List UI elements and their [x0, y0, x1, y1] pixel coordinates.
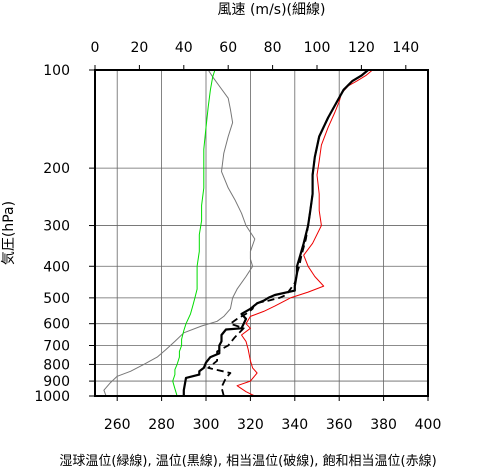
top-tick-label: 120 [348, 40, 375, 56]
bottom-tick-label: 320 [237, 417, 264, 433]
series-layer [103, 69, 373, 397]
top-tick-label: 140 [392, 40, 419, 56]
left-tick-label: 900 [43, 374, 70, 390]
series-line-wind-speed [103, 69, 256, 397]
left-tick-label: 400 [43, 259, 70, 275]
left-tick-label: 300 [43, 219, 70, 235]
bottom-tick-label: 360 [326, 417, 353, 433]
top-tick-label: 0 [91, 40, 100, 56]
tick-marks [89, 65, 429, 401]
left-tick-label: 100 [43, 63, 70, 79]
bottom-axis-label: 湿球温位(緑線), 温位(黒線), 相当温位(破線), 飽和相当温位(赤線) [59, 453, 436, 469]
top-tick-label: 80 [264, 40, 282, 56]
series-line-wet-bulb-theta [172, 69, 216, 397]
plot-frame [94, 69, 429, 397]
left-tick-label: 600 [43, 317, 70, 333]
bottom-tick-label: 340 [281, 417, 308, 433]
bottom-tick-label: 260 [104, 417, 131, 433]
top-tick-label: 40 [175, 40, 193, 56]
left-tick-label: 700 [43, 339, 70, 355]
series-line-theta [182, 69, 369, 396]
left-tick-label: 800 [43, 357, 70, 373]
top-tick-label: 60 [219, 40, 237, 56]
bottom-tick-label: 380 [370, 417, 397, 433]
left-axis-label: 気圧(hPa) [1, 201, 17, 265]
tick-labels: 0 20 40 60 80 100 120 140 260 280 300 320 340 360 380 4… [34, 40, 441, 433]
bottom-tick-label: 400 [415, 417, 442, 433]
series-line-saturated-theta-e [236, 69, 373, 397]
left-tick-label: 200 [43, 161, 70, 177]
top-tick-label: 100 [304, 40, 331, 56]
top-tick-label: 20 [130, 40, 148, 56]
bottom-tick-label: 300 [193, 417, 220, 433]
top-axis-label: 風速 (m/s)(細線) [218, 2, 326, 18]
grid [95, 69, 429, 397]
bottom-tick-label: 280 [148, 417, 175, 433]
left-tick-label: 500 [43, 291, 70, 307]
left-tick-label: 1000 [34, 389, 70, 405]
